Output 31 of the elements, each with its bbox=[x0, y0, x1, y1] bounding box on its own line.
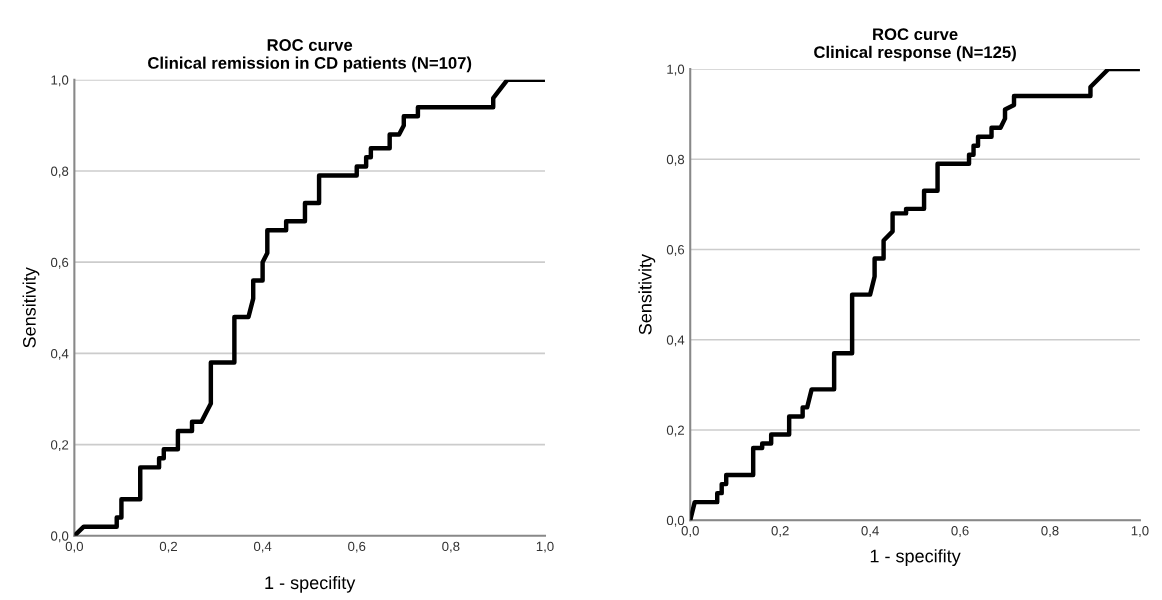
y-tick-label: 1,0 bbox=[51, 75, 69, 87]
x-axis-title: 1 - specifity bbox=[870, 549, 961, 566]
x-tick-label: 0,8 bbox=[442, 541, 460, 553]
x-tick-label: 1,0 bbox=[536, 541, 554, 553]
y-tick-label: 0,8 bbox=[666, 154, 685, 166]
x-tick-label: 1,0 bbox=[1131, 526, 1149, 538]
y-tick-label: 0,4 bbox=[666, 335, 685, 347]
y-tick-label: 0,2 bbox=[666, 425, 685, 437]
y-tick-label: 0,2 bbox=[50, 440, 69, 452]
x-tick-label: 0,6 bbox=[348, 541, 366, 553]
x-tick-label: 0,2 bbox=[159, 541, 177, 553]
chart-title: ROC curve Clinical remission in CD patients (N=107) bbox=[148, 39, 472, 73]
y-tick-label: 0,4 bbox=[50, 348, 69, 360]
y-axis-title: Sensitivity bbox=[638, 254, 656, 335]
line-series bbox=[690, 69, 1140, 521]
x-tick-label: 0,2 bbox=[771, 526, 789, 538]
y-tick-label: 0,6 bbox=[50, 257, 69, 269]
y-axis-title: Sensitivity bbox=[22, 267, 40, 348]
x-tick-label: 0,4 bbox=[253, 541, 272, 553]
x-tick-label: 0,6 bbox=[951, 526, 969, 538]
x-tick-label: 0,4 bbox=[861, 526, 879, 538]
x-tick-label: 0,8 bbox=[1041, 526, 1059, 538]
y-tick-label: 0,6 bbox=[666, 245, 685, 256]
y-tick-label: 0,0 bbox=[666, 515, 685, 527]
y-tick-label: 0,8 bbox=[50, 166, 69, 178]
x-axis-title: 1 - specifity bbox=[265, 575, 356, 593]
x-tick-label: 0,0 bbox=[681, 526, 699, 538]
line-series bbox=[74, 79, 545, 536]
x-tick-label: 0,0 bbox=[65, 541, 84, 553]
chart-title: ROC curve Clinical response (N=125) bbox=[814, 28, 1016, 62]
y-tick-label: 1,0 bbox=[667, 64, 685, 76]
